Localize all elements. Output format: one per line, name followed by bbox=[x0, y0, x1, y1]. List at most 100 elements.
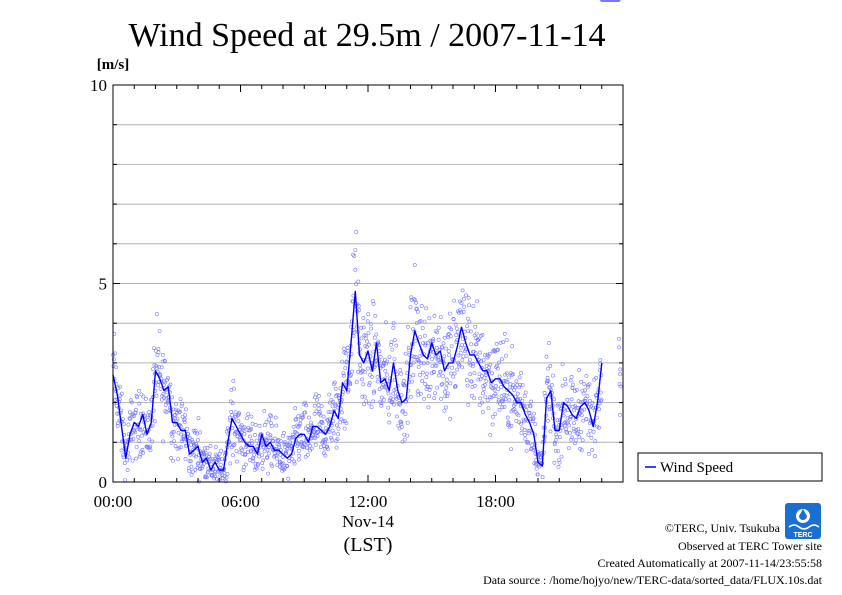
data-point bbox=[170, 434, 175, 439]
data-point bbox=[444, 381, 449, 386]
data-point bbox=[455, 367, 460, 372]
data-point bbox=[207, 451, 212, 456]
data-point bbox=[312, 411, 317, 416]
chart-title: Wind Speed at 29.5m / 2007-11-14 bbox=[128, 17, 605, 54]
data-point bbox=[161, 439, 165, 444]
data-point bbox=[150, 423, 155, 428]
data-point bbox=[509, 447, 514, 452]
data-point bbox=[361, 325, 366, 330]
data-point bbox=[453, 322, 458, 327]
data-point bbox=[561, 413, 566, 418]
data-point bbox=[617, 412, 622, 417]
data-point bbox=[365, 339, 370, 344]
data-point bbox=[465, 324, 469, 329]
data-point bbox=[496, 347, 500, 352]
legend: Wind Speed bbox=[637, 452, 823, 482]
data-point bbox=[487, 395, 492, 400]
data-point bbox=[227, 415, 232, 420]
data-point bbox=[193, 454, 198, 459]
data-point bbox=[307, 415, 311, 420]
data-point bbox=[216, 458, 221, 462]
data-point bbox=[522, 428, 527, 432]
data-point bbox=[583, 388, 588, 393]
data-point bbox=[567, 423, 572, 428]
data-point bbox=[493, 412, 498, 417]
data-point bbox=[393, 338, 397, 343]
data-point bbox=[465, 383, 470, 388]
data-point bbox=[356, 279, 361, 284]
data-point bbox=[242, 431, 247, 436]
data-point bbox=[547, 407, 552, 412]
data-point bbox=[204, 475, 209, 480]
data-point bbox=[147, 410, 152, 414]
y-tick-label: 0 bbox=[99, 473, 108, 492]
data-point bbox=[409, 295, 414, 300]
data-point bbox=[552, 460, 557, 465]
data-point bbox=[306, 428, 311, 433]
data-point bbox=[229, 445, 234, 450]
y-axis-ticks: 0 5 10 bbox=[90, 76, 623, 492]
data-point bbox=[334, 423, 339, 428]
data-point bbox=[480, 332, 485, 337]
data-point bbox=[436, 325, 441, 330]
data-point bbox=[507, 424, 512, 429]
data-point bbox=[352, 254, 357, 258]
data-point bbox=[452, 371, 457, 376]
data-point bbox=[442, 408, 447, 413]
data-point bbox=[131, 437, 136, 441]
data-point bbox=[439, 396, 444, 401]
data-point bbox=[480, 391, 485, 396]
data-point bbox=[401, 408, 405, 413]
data-point bbox=[179, 445, 183, 450]
data-point bbox=[499, 357, 504, 362]
data-point bbox=[560, 383, 565, 388]
data-point bbox=[527, 428, 532, 433]
data-point bbox=[295, 444, 300, 448]
data-point bbox=[269, 462, 274, 467]
data-point bbox=[590, 448, 595, 452]
data-point bbox=[581, 391, 586, 396]
data-point bbox=[402, 383, 407, 388]
data-point bbox=[514, 418, 519, 423]
data-point bbox=[358, 363, 363, 368]
data-point bbox=[164, 410, 169, 415]
data-point bbox=[486, 353, 491, 358]
data-point bbox=[469, 379, 474, 384]
data-point bbox=[473, 342, 478, 347]
data-point bbox=[305, 445, 310, 450]
data-point bbox=[334, 393, 339, 398]
credit-source: Data source : /home/hojyo/new/TERC-data/… bbox=[483, 573, 822, 587]
data-point bbox=[497, 360, 502, 365]
data-point bbox=[325, 447, 330, 452]
data-point bbox=[569, 415, 574, 420]
data-point bbox=[123, 478, 127, 483]
data-point bbox=[268, 433, 273, 438]
data-point bbox=[342, 346, 347, 351]
data-point bbox=[207, 456, 212, 461]
data-point bbox=[477, 403, 482, 407]
data-point bbox=[399, 371, 403, 376]
data-point bbox=[360, 377, 365, 382]
data-point bbox=[418, 335, 423, 340]
data-point bbox=[553, 448, 558, 453]
data-point bbox=[533, 422, 538, 426]
data-point bbox=[366, 331, 371, 336]
data-point bbox=[262, 409, 267, 413]
data-point bbox=[359, 336, 364, 341]
data-point bbox=[136, 388, 141, 393]
data-point bbox=[261, 445, 266, 450]
gridlines bbox=[113, 124, 623, 443]
data-point bbox=[510, 344, 515, 349]
data-point bbox=[201, 450, 206, 455]
data-point bbox=[357, 308, 362, 312]
data-point bbox=[379, 395, 384, 400]
data-point bbox=[450, 365, 455, 370]
data-point bbox=[287, 459, 292, 464]
data-point bbox=[543, 393, 548, 398]
data-point bbox=[382, 376, 387, 381]
data-point bbox=[155, 365, 159, 370]
data-point bbox=[424, 375, 429, 380]
data-point bbox=[508, 385, 513, 390]
data-point bbox=[443, 394, 448, 399]
data-point bbox=[292, 461, 297, 466]
